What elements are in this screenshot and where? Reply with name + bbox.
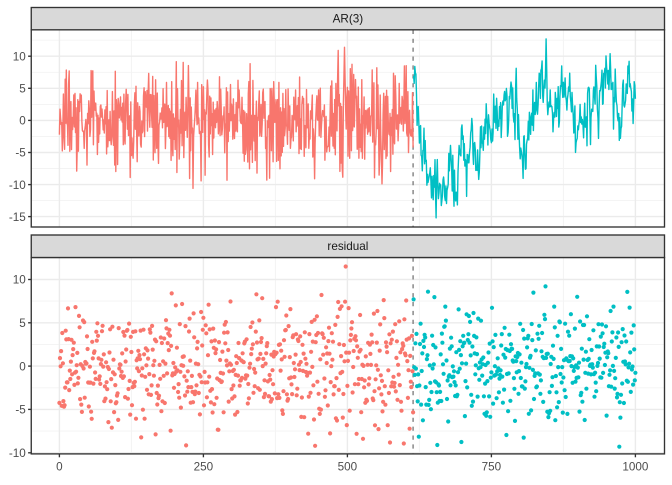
svg-text:10: 10 (13, 274, 27, 287)
svg-text:-5: -5 (15, 147, 26, 160)
svg-text:10: 10 (13, 51, 27, 64)
svg-text:500: 500 (338, 461, 358, 474)
svg-text:0: 0 (19, 115, 26, 128)
svg-text:-15: -15 (9, 211, 26, 224)
svg-text:-10: -10 (9, 447, 26, 460)
svg-text:1000: 1000 (622, 461, 649, 474)
svg-text:0: 0 (56, 461, 63, 474)
svg-text:5: 5 (19, 83, 26, 96)
svg-text:-10: -10 (9, 179, 26, 192)
svg-text:-5: -5 (15, 404, 26, 417)
svg-text:residual: residual (327, 240, 368, 253)
svg-text:5: 5 (19, 317, 26, 330)
svg-text:AR(3): AR(3) (333, 13, 364, 26)
svg-text:250: 250 (194, 461, 214, 474)
svg-text:750: 750 (482, 461, 502, 474)
svg-text:0: 0 (19, 360, 26, 373)
